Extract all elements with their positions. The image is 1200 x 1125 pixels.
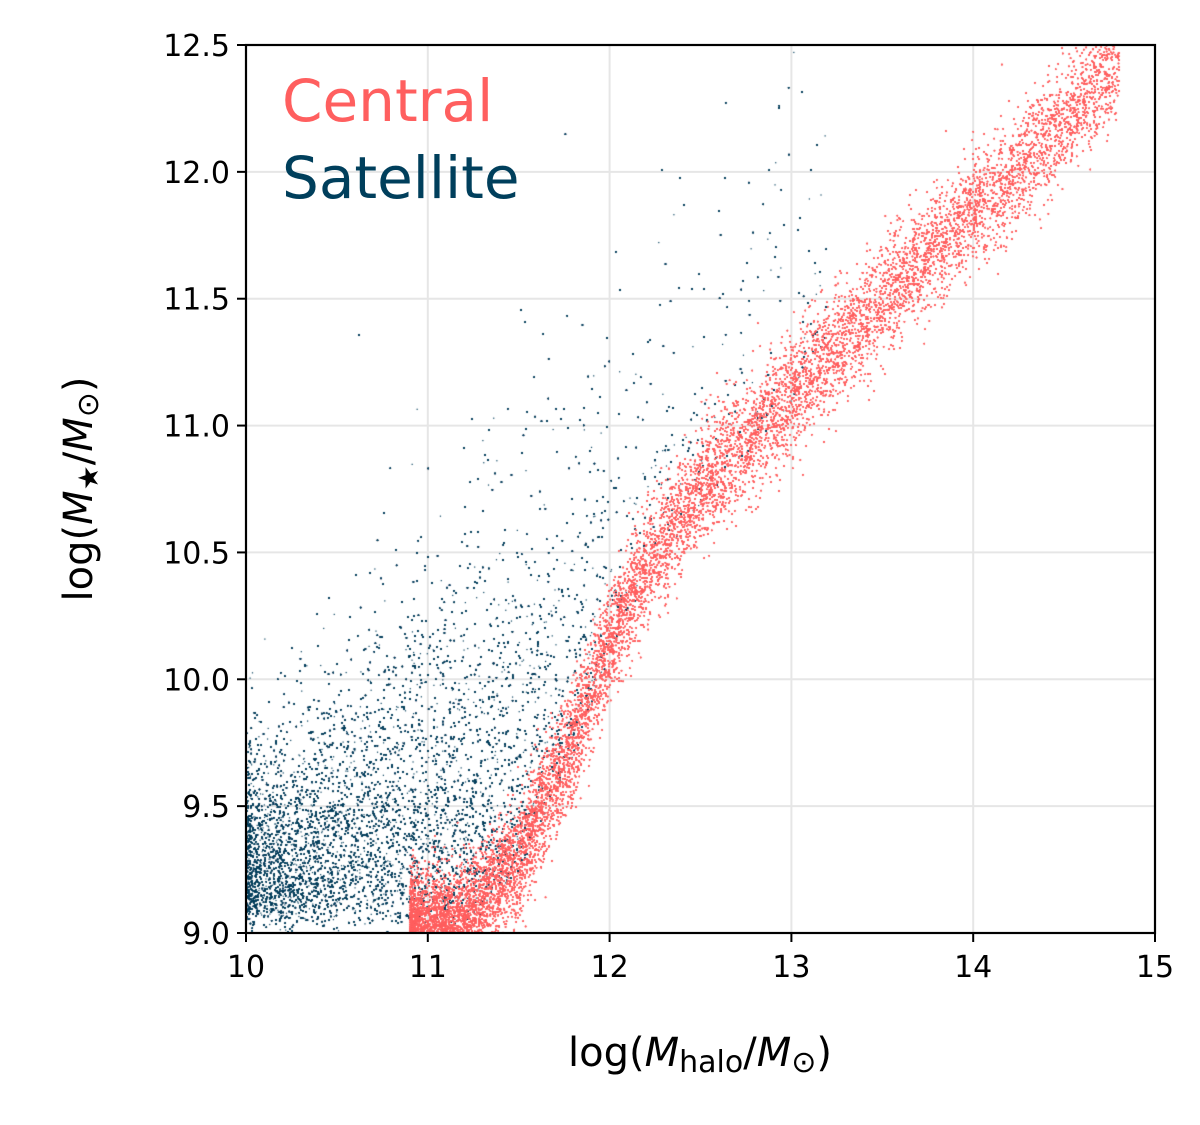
y-tick-label: 10.5 (163, 536, 230, 571)
y-tick-label: 9.0 (182, 917, 230, 952)
x-axis-label: log(Mhalo/M⊙) (568, 1030, 832, 1080)
x-tick-label: 14 (954, 950, 992, 985)
y-tick-label: 12.5 (163, 29, 230, 64)
legend-central: Central (282, 67, 493, 135)
x-axis-ticks: 10 11 12 13 14 15 (227, 933, 1174, 985)
y-tick-label: 10.0 (163, 663, 230, 698)
y-tick-label: 11.5 (163, 283, 230, 318)
plot-frame (244, 43, 1157, 935)
y-tick-label: 11.0 (163, 410, 230, 445)
x-tick-label: 11 (409, 950, 447, 985)
y-tick-label: 9.5 (182, 790, 230, 825)
y-tick-label: 12.0 (163, 156, 230, 191)
legend-satellite: Satellite (282, 144, 520, 212)
x-tick-label: 12 (591, 950, 629, 985)
y-axis-ticks: 9.0 9.5 10.0 10.5 11.0 11.5 12.0 12.5 (163, 29, 246, 952)
x-tick-label: 13 (772, 950, 810, 985)
x-tick-label: 15 (1136, 950, 1174, 985)
x-tick-label: 10 (227, 950, 265, 985)
scatter-points (246, 45, 1155, 933)
y-axis-label: log(M★/M⊙) (56, 377, 106, 602)
